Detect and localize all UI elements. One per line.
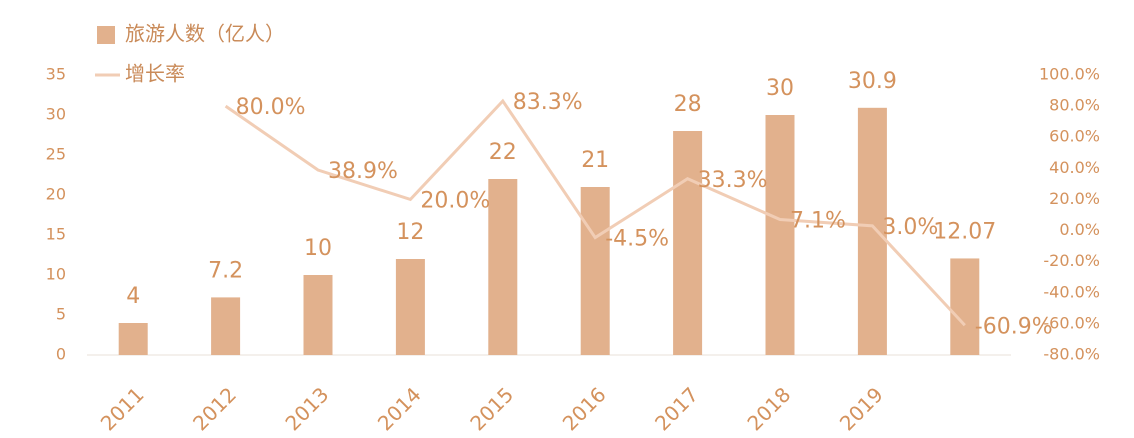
legend-swatch [97,26,115,44]
bar-value-label: 7.2 [208,258,243,283]
bar [580,187,610,355]
bar [857,107,887,355]
bar [211,297,241,355]
y2-tick-label: -60.0% [1043,313,1100,332]
bar-value-label: 4 [126,284,140,309]
y2-tick-label: -20.0% [1043,251,1100,270]
x-tick-label: 2018 [742,382,795,435]
line-value-label: 3.0% [882,215,938,240]
y2-tick-label: 80.0% [1049,96,1100,115]
bar [395,259,425,355]
y2-tick-label: -80.0% [1043,345,1100,364]
x-tick-label: 2016 [558,382,611,435]
y-tick-label: 0 [56,345,66,364]
x-tick-label: 2019 [835,382,888,435]
bar-value-label: 30.9 [848,69,897,94]
y-tick-label: 25 [46,145,66,164]
line-value-label: 33.3% [698,168,768,193]
line-value-label: 83.3% [513,90,583,115]
bar-value-label: 22 [489,140,517,165]
y-tick-label: 35 [46,65,66,84]
x-tick-label: 2013 [280,382,333,435]
bar-value-label: 10 [304,236,332,261]
x-tick-label: 2015 [465,382,518,435]
x-tick-label: 2014 [373,382,426,435]
y-tick-label: 15 [46,225,66,244]
y-tick-label: 20 [46,185,66,204]
line-value-label: 7.1% [790,209,846,234]
line-value-label: 80.0% [236,95,306,120]
line-value-label: -4.5% [605,227,669,252]
line-value-label: -60.9% [975,314,1053,339]
bar-value-label: 28 [674,92,702,117]
x-tick-label: 2017 [650,382,703,435]
bar-value-label: 12.07 [933,219,996,244]
bar [118,323,148,355]
y2-tick-label: 40.0% [1049,158,1100,177]
y-tick-label: 5 [56,305,66,324]
y-tick-label: 10 [46,265,66,284]
y2-tick-label: -40.0% [1043,282,1100,301]
bar-value-label: 21 [581,148,609,173]
y-tick-label: 30 [46,105,66,124]
bar [303,275,333,355]
x-tick-label: 2012 [188,382,241,435]
line-value-label: 20.0% [420,188,490,213]
bar [765,115,795,355]
bar-value-label: 30 [766,76,794,101]
y2-tick-label: 0.0% [1059,220,1100,239]
bar [950,258,980,355]
x-tick-label: 2011 [96,382,149,435]
legend-label: 旅游人数（亿人） [125,22,285,46]
bar-value-label: 12 [396,220,424,245]
legend-label: 增长率 [125,62,185,86]
y2-tick-label: 60.0% [1049,127,1100,146]
y2-tick-label: 20.0% [1049,189,1100,208]
bar [673,131,703,355]
y2-tick-label: 100.0% [1039,65,1100,84]
growth-line [224,98,966,327]
line-value-label: 38.9% [328,159,398,184]
bar [488,179,518,355]
